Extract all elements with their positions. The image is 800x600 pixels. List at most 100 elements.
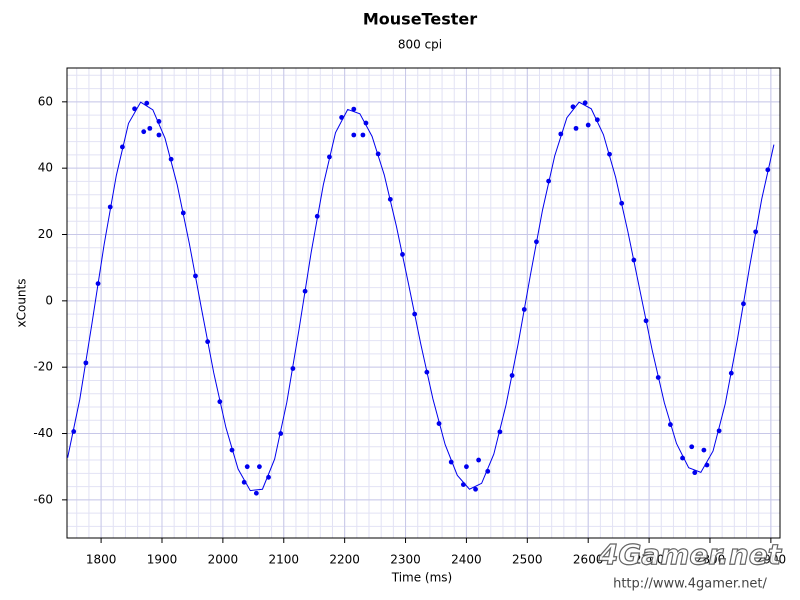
point bbox=[141, 129, 147, 135]
chart-title: MouseTester bbox=[363, 10, 477, 29]
x-axis-label: Time (ms) bbox=[391, 571, 453, 585]
point bbox=[217, 399, 223, 405]
point bbox=[168, 156, 174, 162]
point bbox=[570, 104, 576, 110]
y-tick-label: -40 bbox=[33, 426, 53, 440]
point bbox=[582, 100, 588, 106]
y-tick-label: 0 bbox=[45, 293, 53, 307]
point bbox=[619, 200, 625, 206]
point bbox=[436, 421, 442, 426]
point bbox=[156, 132, 162, 138]
point bbox=[132, 106, 137, 112]
point bbox=[741, 301, 746, 307]
line bbox=[67, 101, 775, 492]
y-axis-label: xCounts bbox=[15, 279, 29, 328]
point bbox=[412, 311, 418, 317]
x-tick-label: 2500 bbox=[512, 553, 543, 567]
point bbox=[497, 429, 503, 435]
x-tick-label: 2200 bbox=[329, 553, 360, 567]
point bbox=[351, 106, 357, 112]
point bbox=[716, 428, 722, 434]
plot-area bbox=[67, 100, 775, 496]
watermark-url: http://www.4gamer.net/ bbox=[613, 577, 767, 592]
point bbox=[244, 464, 250, 470]
x-tick-label: 2600 bbox=[573, 553, 604, 567]
plot-frame bbox=[66, 67, 781, 539]
point bbox=[460, 482, 466, 487]
point bbox=[147, 125, 153, 131]
point bbox=[156, 119, 162, 124]
point bbox=[107, 204, 113, 210]
point bbox=[229, 447, 235, 453]
x-tick-label: 1900 bbox=[147, 553, 178, 567]
point bbox=[558, 131, 564, 137]
point bbox=[594, 117, 600, 123]
point bbox=[71, 429, 77, 434]
point bbox=[241, 479, 247, 485]
point bbox=[509, 373, 515, 378]
point bbox=[704, 462, 710, 468]
point bbox=[643, 318, 649, 324]
point bbox=[765, 167, 771, 173]
point bbox=[180, 210, 186, 216]
point bbox=[387, 196, 393, 202]
point bbox=[464, 464, 469, 470]
point bbox=[375, 151, 381, 157]
point bbox=[95, 281, 101, 286]
point bbox=[83, 360, 89, 366]
point bbox=[476, 457, 482, 463]
watermark: 4Gamer.net bbox=[598, 538, 783, 571]
point bbox=[753, 229, 759, 235]
point bbox=[290, 366, 296, 371]
y-tick-label: 20 bbox=[38, 227, 53, 241]
x-tick-label: 2000 bbox=[208, 553, 239, 567]
point bbox=[728, 370, 734, 376]
point bbox=[424, 369, 430, 375]
y-tick-label: 40 bbox=[38, 161, 53, 175]
point bbox=[257, 464, 262, 470]
x-tick-label: 2100 bbox=[268, 553, 299, 567]
x-tick-label: 2700 bbox=[634, 553, 665, 567]
y-tick-label: 60 bbox=[38, 94, 53, 108]
point bbox=[120, 144, 125, 150]
x-tick-label: 1800 bbox=[86, 553, 117, 567]
point bbox=[400, 252, 405, 257]
y-tick-label: -60 bbox=[33, 492, 53, 506]
point bbox=[573, 125, 579, 131]
x-tick-label: 2900 bbox=[756, 553, 787, 567]
point bbox=[655, 375, 661, 380]
x-tick-label: 2800 bbox=[695, 553, 726, 567]
point bbox=[607, 151, 612, 157]
point bbox=[360, 132, 366, 138]
point bbox=[205, 339, 211, 345]
point bbox=[351, 132, 357, 138]
point bbox=[521, 307, 527, 312]
point bbox=[314, 213, 320, 219]
point bbox=[689, 444, 695, 450]
point bbox=[546, 178, 552, 184]
point bbox=[701, 447, 707, 453]
point bbox=[339, 115, 345, 120]
point bbox=[278, 431, 284, 436]
x-tick-label: 2300 bbox=[390, 553, 421, 567]
point bbox=[302, 288, 308, 294]
x-tick-label: 2400 bbox=[451, 553, 482, 567]
point bbox=[363, 120, 369, 126]
point bbox=[692, 470, 698, 476]
point bbox=[253, 490, 259, 496]
point bbox=[266, 474, 271, 480]
point bbox=[327, 154, 332, 160]
point bbox=[668, 422, 673, 427]
y-tick-label: -20 bbox=[33, 360, 53, 374]
point bbox=[473, 486, 478, 492]
point bbox=[193, 273, 198, 279]
point bbox=[144, 100, 150, 106]
point bbox=[485, 468, 491, 474]
point bbox=[680, 455, 685, 461]
point bbox=[448, 459, 454, 465]
point bbox=[585, 122, 591, 128]
chart-subtitle: 800 cpi bbox=[398, 38, 442, 52]
point bbox=[631, 257, 637, 263]
